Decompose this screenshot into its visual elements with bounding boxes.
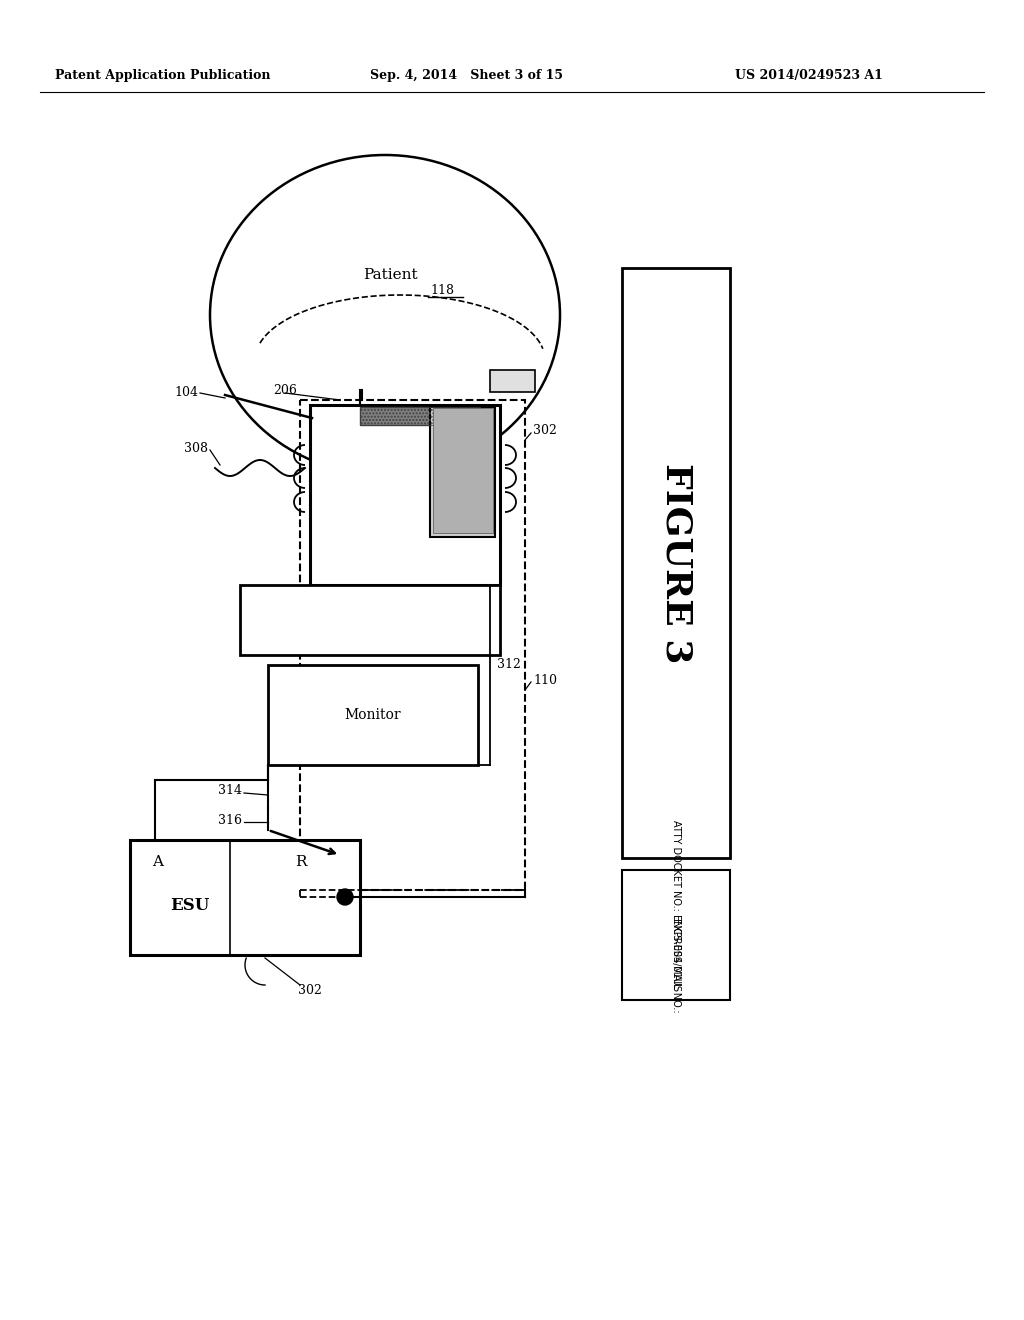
Bar — [622, 268, 730, 858]
Text: 302: 302 — [298, 983, 322, 997]
Bar — [268, 665, 478, 766]
Bar — [130, 840, 360, 954]
Bar — [360, 407, 480, 425]
Text: 316: 316 — [218, 813, 242, 826]
Bar — [310, 405, 500, 585]
Text: Patient: Patient — [362, 268, 418, 282]
Bar — [622, 870, 730, 1001]
Text: 302: 302 — [534, 424, 557, 437]
Text: 308: 308 — [184, 441, 208, 454]
Text: ATTY DOCKET NO.: ENCS-004/01US: ATTY DOCKET NO.: ENCS-004/01US — [671, 820, 681, 990]
Bar — [433, 408, 493, 533]
Text: ESU: ESU — [170, 896, 210, 913]
Text: 110: 110 — [534, 673, 557, 686]
Text: A: A — [152, 855, 163, 869]
Text: FIGURE 3: FIGURE 3 — [659, 463, 693, 663]
Text: R: R — [295, 855, 306, 869]
Bar — [490, 370, 535, 392]
Text: 104: 104 — [174, 385, 198, 399]
Ellipse shape — [210, 154, 560, 475]
Text: 314: 314 — [218, 784, 242, 796]
Text: 206: 206 — [273, 384, 297, 396]
Text: Sep. 4, 2014   Sheet 3 of 15: Sep. 4, 2014 Sheet 3 of 15 — [370, 69, 563, 82]
Bar — [360, 407, 480, 425]
Text: Patent Application Publication: Patent Application Publication — [55, 69, 270, 82]
Text: 312: 312 — [497, 659, 521, 672]
Bar — [240, 585, 500, 655]
Bar — [300, 400, 525, 890]
Bar — [430, 407, 495, 537]
Text: EXPRESS MAIL NO.:: EXPRESS MAIL NO.: — [671, 917, 681, 1012]
Text: 118: 118 — [430, 284, 454, 297]
Text: US 2014/0249523 A1: US 2014/0249523 A1 — [735, 69, 883, 82]
Circle shape — [337, 888, 353, 906]
Text: Monitor: Monitor — [345, 708, 401, 722]
